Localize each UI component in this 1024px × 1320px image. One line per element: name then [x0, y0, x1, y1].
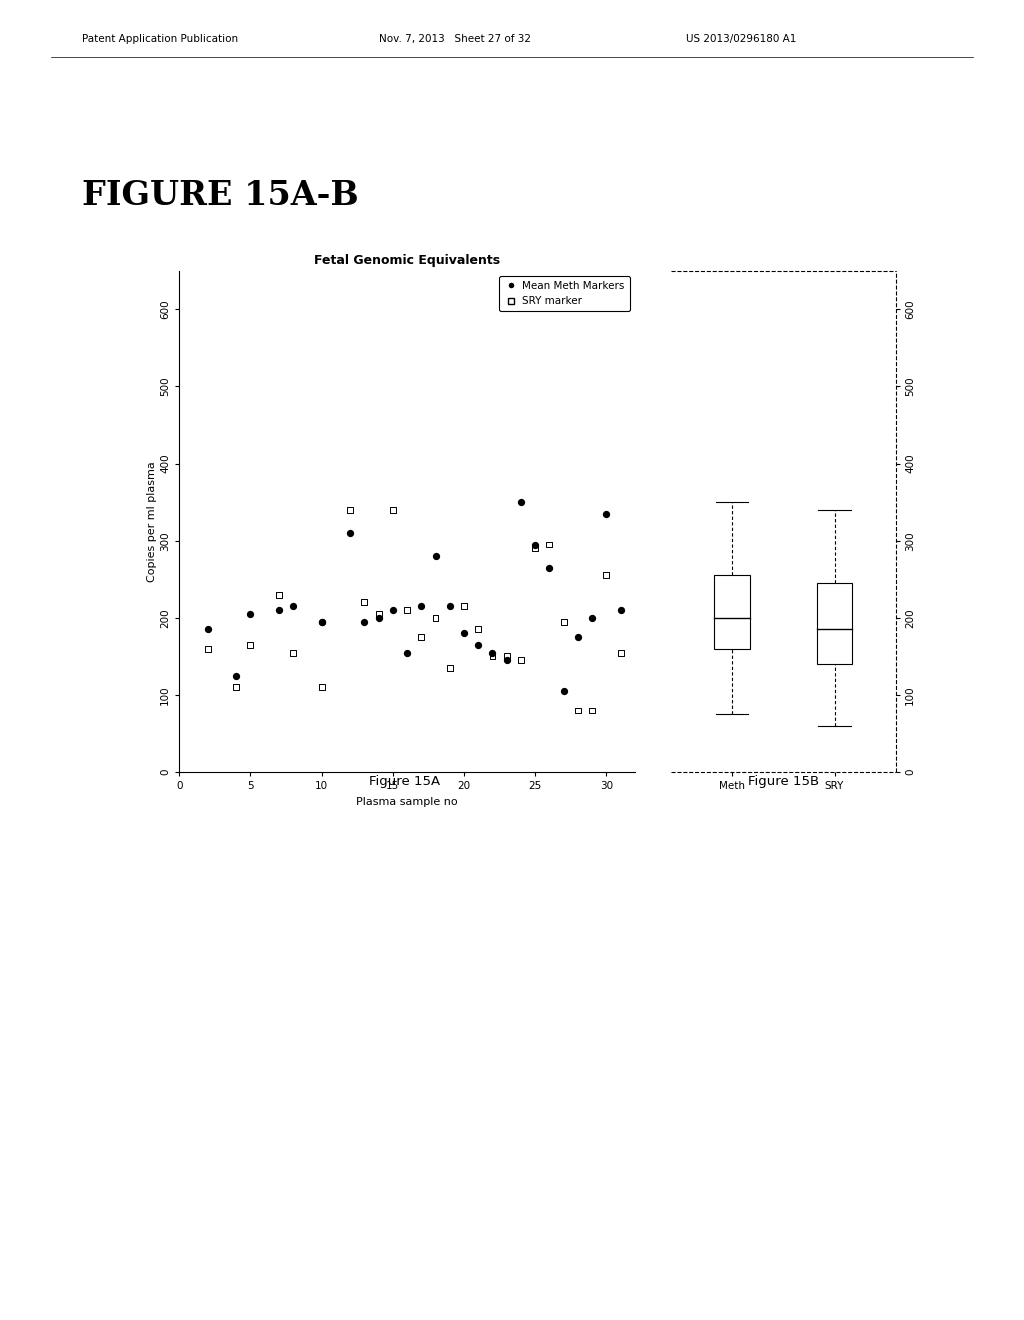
Text: Figure 15B: Figure 15B [748, 775, 819, 788]
Mean Meth Markers [356, 611, 373, 632]
Title: Fetal Genomic Equivalents: Fetal Genomic Equivalents [314, 253, 500, 267]
Mean Meth Markers [555, 681, 571, 702]
SRY marker [200, 638, 216, 659]
Text: Patent Application Publication: Patent Application Publication [82, 34, 238, 45]
SRY marker [470, 619, 486, 640]
Mean Meth Markers [527, 535, 544, 556]
SRY marker [612, 642, 629, 663]
SRY marker [270, 585, 287, 606]
Mean Meth Markers [441, 595, 458, 616]
Mean Meth Markers [200, 619, 216, 640]
Mean Meth Markers [470, 635, 486, 656]
Mean Meth Markers [228, 665, 245, 686]
Mean Meth Markers [371, 607, 387, 628]
SRY marker [371, 603, 387, 624]
SRY marker [243, 635, 259, 656]
SRY marker [598, 565, 614, 586]
Mean Meth Markers [285, 595, 301, 616]
Mean Meth Markers [413, 595, 429, 616]
SRY marker [313, 677, 330, 698]
Mean Meth Markers [542, 557, 558, 578]
Mean Meth Markers [385, 599, 401, 620]
SRY marker [342, 499, 358, 520]
Mean Meth Markers [313, 611, 330, 632]
SRY marker [356, 591, 373, 612]
SRY marker [413, 627, 429, 648]
Mean Meth Markers [569, 627, 586, 648]
Text: US 2013/0296180 A1: US 2013/0296180 A1 [686, 34, 797, 45]
Mean Meth Markers [342, 523, 358, 544]
SRY marker [228, 677, 245, 698]
SRY marker [285, 642, 301, 663]
Text: Nov. 7, 2013   Sheet 27 of 32: Nov. 7, 2013 Sheet 27 of 32 [379, 34, 530, 45]
Legend: Mean Meth Markers, SRY marker: Mean Meth Markers, SRY marker [499, 276, 630, 312]
SRY marker [569, 700, 586, 721]
Text: Figure 15A: Figure 15A [369, 775, 440, 788]
Mean Meth Markers [484, 642, 501, 663]
Mean Meth Markers [243, 603, 259, 624]
Mean Meth Markers [427, 545, 443, 566]
SRY marker [499, 645, 515, 667]
SRY marker [385, 499, 401, 520]
SRY marker [584, 700, 600, 721]
SRY marker [441, 657, 458, 678]
SRY marker [398, 599, 416, 620]
Mean Meth Markers [313, 611, 330, 632]
Bar [817, 583, 852, 664]
SRY marker [484, 645, 501, 667]
Bar [715, 576, 750, 648]
Mean Meth Markers [398, 642, 416, 663]
SRY marker [513, 649, 529, 671]
Mean Meth Markers [513, 491, 529, 512]
X-axis label: Plasma sample no: Plasma sample no [356, 797, 458, 807]
Mean Meth Markers [584, 607, 600, 628]
SRY marker [555, 611, 571, 632]
Text: FIGURE 15A-B: FIGURE 15A-B [82, 178, 358, 211]
SRY marker [542, 535, 558, 556]
SRY marker [427, 607, 443, 628]
Y-axis label: Copies per ml plasma: Copies per ml plasma [147, 461, 158, 582]
Mean Meth Markers [598, 503, 614, 524]
Mean Meth Markers [270, 599, 287, 620]
SRY marker [456, 595, 472, 616]
Mean Meth Markers [456, 623, 472, 644]
SRY marker [527, 537, 544, 558]
Mean Meth Markers [612, 599, 629, 620]
Mean Meth Markers [499, 649, 515, 671]
